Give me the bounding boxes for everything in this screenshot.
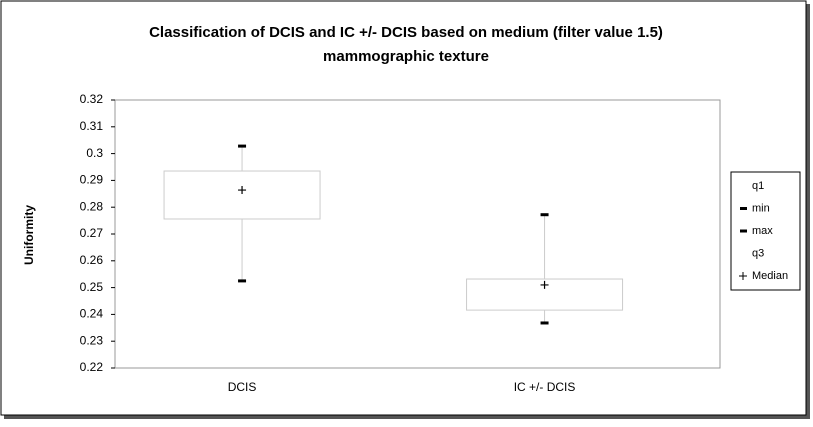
legend-label: min (752, 202, 770, 214)
y-tick-label: 0.3 (86, 146, 103, 160)
y-tick-label: 0.29 (80, 173, 104, 187)
legend-label: q1 (752, 180, 764, 192)
chart-title: Classification of DCIS and IC +/- DCIS b… (149, 24, 663, 41)
legend-label: q3 (752, 247, 764, 259)
box-median (540, 280, 549, 289)
y-axis-label: Uniformity (22, 205, 36, 265)
chart-title: mammographic texture (323, 48, 489, 65)
legend-label: Median (752, 270, 788, 282)
box (163, 170, 321, 220)
y-tick-label: 0.28 (80, 199, 104, 213)
y-tick-label: 0.25 (80, 280, 104, 294)
y-tick-label: 0.23 (80, 333, 104, 347)
y-tick-label: 0.24 (80, 307, 104, 321)
y-tick-label: 0.31 (80, 119, 104, 133)
y-tick-label: 0.32 (80, 92, 104, 106)
y-tick-label: 0.26 (80, 253, 104, 267)
x-tick-label: DCIS (228, 380, 257, 394)
x-tick-label: IC +/- DCIS (514, 380, 576, 394)
y-tick-label: 0.27 (80, 226, 104, 240)
chart-frame (0, 0, 807, 416)
legend-label: max (752, 225, 773, 237)
y-tick-label: 0.22 (80, 360, 104, 374)
box-median (238, 186, 247, 195)
legend-symbol (739, 272, 747, 280)
